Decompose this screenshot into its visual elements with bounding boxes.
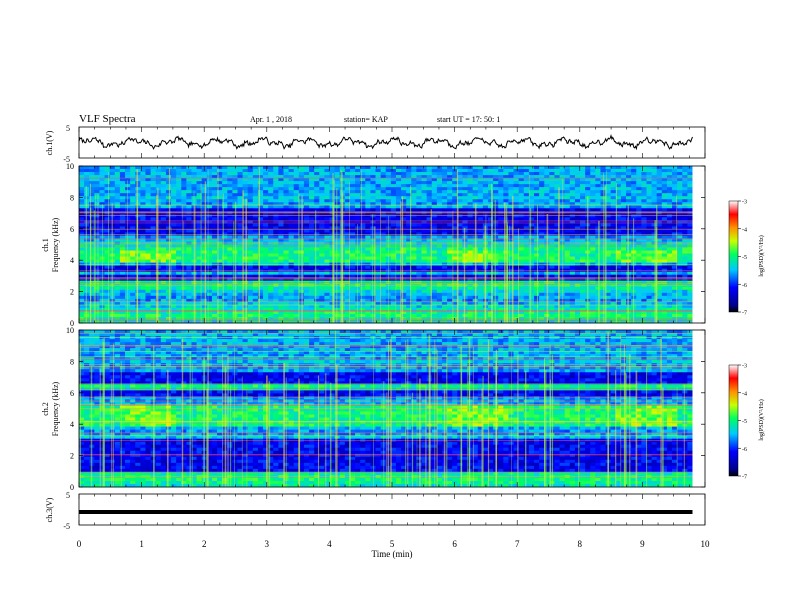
x-tick-label: 8	[578, 539, 583, 549]
x-tick-label: 4	[327, 539, 332, 549]
x-tick-label: 7	[515, 539, 520, 549]
ch1-colorbar: -3 -4 -5 -6 -7 log(PSD)(V²/Hz)	[728, 200, 765, 317]
ch2-spec-ytick-label: 6	[70, 389, 74, 398]
x-axis-label: Time (min)	[372, 549, 413, 559]
colorbar-tick-label: -4	[742, 227, 747, 233]
colorbar-tick-label: -5	[742, 419, 747, 425]
ch1-spectrogram-panel: 0 2 4 6 8 10 ch.1 Frequency (kHz)	[41, 162, 706, 328]
ch2-spec-ylabel-frequency: Frequency (kHz)	[51, 381, 60, 436]
date-label: Apr. 1 , 2018	[250, 115, 292, 124]
x-tick-label: 9	[640, 539, 645, 549]
ch2-colorbar: -3 -4 -5 -6 -7 log(PSD)(V²/Hz)	[728, 364, 765, 481]
colorbar-tick-label: -5	[742, 255, 747, 261]
ch2-spec-ytick-label: 2	[70, 452, 74, 461]
start-time-label: start UT = 17: 50: 1	[437, 115, 500, 124]
ch1-spec-ytick-label: 6	[70, 225, 74, 234]
x-tick-label: 0	[77, 539, 82, 549]
ch2-colorbar-label: log(PSD)(V²/Hz)	[758, 399, 765, 440]
ch3-waveform-panel: 5 -5 ch.3(V)	[45, 491, 706, 531]
ch2-spec-ytick-label: 8	[70, 357, 74, 366]
ch1-spec-ylabel-frequency: Frequency (kHz)	[51, 217, 60, 272]
x-tick-label: 10	[701, 539, 711, 549]
x-tick-label: 2	[202, 539, 207, 549]
colorbar-tick-label: -3	[742, 200, 747, 206]
colorbar-tick-label: -6	[742, 283, 747, 289]
station-label: station= KAP	[344, 115, 388, 124]
ch1-spec-ytick-label: 10	[66, 162, 74, 171]
ch1-spec-ytick-label: 8	[70, 193, 74, 202]
ch2-spectrogram-image	[79, 330, 705, 488]
ch1-spectrogram-image	[79, 166, 705, 324]
ch1-spec-ylabel: ch.1	[41, 238, 50, 252]
ch2-spectrogram-panel: 0 2 4 6 8 10 ch.2 Frequency (kHz)	[41, 326, 706, 492]
colorbar-tick-label: -7	[742, 311, 747, 317]
x-axis-tick-labels: 0 1 2 3 4 5 6 7 8 9 10	[77, 539, 710, 549]
ch1-ytick-top: 5	[66, 124, 70, 133]
colorbar-tick-label: -4	[742, 391, 747, 397]
ch1-ylabel: ch.1(V)	[45, 130, 54, 155]
ch1-colorbar-label: log(PSD)(V²/Hz)	[758, 235, 765, 276]
x-tick-label: 6	[452, 539, 457, 549]
colorbar-tick-label: -7	[742, 475, 747, 481]
ch1-spec-ytick-label: 0	[70, 319, 74, 328]
ch1-waveform-line	[78, 134, 693, 151]
ch1-spec-ytick-label: 2	[70, 288, 74, 297]
x-tick-label: 5	[390, 539, 395, 549]
ch2-spec-ytick-label: 0	[70, 483, 74, 492]
ch1-ytick-bottom: -5	[63, 155, 70, 164]
ch1-waveform-panel: 5 -5 ch.1(V)	[45, 124, 706, 164]
figure-title: VLF Spectra	[79, 113, 136, 125]
x-axis-ticks	[78, 127, 706, 525]
colorbar-tick-label: -6	[742, 447, 747, 453]
x-tick-label: 3	[265, 539, 270, 549]
colorbar-tick-label: -3	[742, 364, 747, 370]
ch3-ylabel: ch.3(V)	[45, 497, 54, 522]
ch2-spec-ytick-label: 4	[70, 420, 74, 429]
ch2-spec-ylabel: ch.2	[41, 402, 50, 416]
ch2-spec-ytick-label: 10	[66, 326, 74, 335]
ch3-ytick-bottom: -5	[63, 522, 70, 531]
ch1-spec-ytick-label: 4	[70, 256, 74, 265]
ch3-ytick-top: 5	[66, 491, 70, 500]
x-tick-label: 1	[139, 539, 144, 549]
